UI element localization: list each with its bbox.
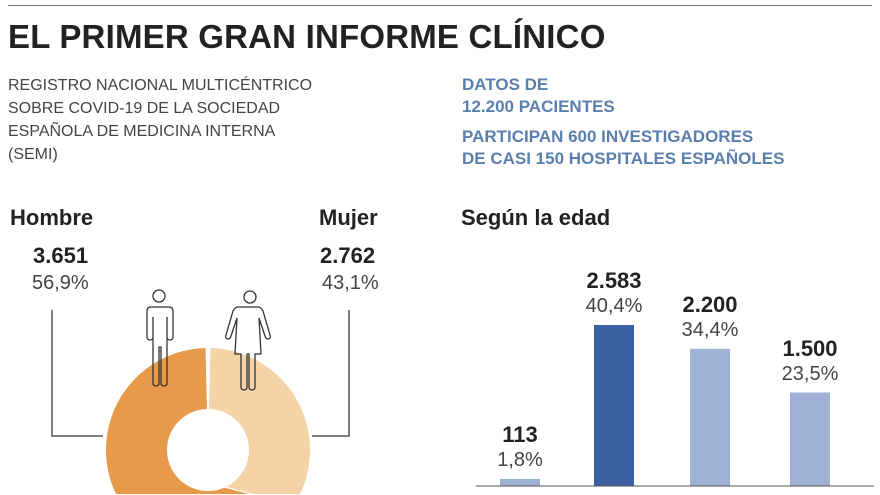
info-line: DATOS DE <box>462 75 549 94</box>
subtitle-line: REGISTRO NACIONAL MULTICÉNTRICO <box>8 77 313 94</box>
bar-value-label: 2.200 <box>682 291 738 317</box>
bar-0 <box>500 478 540 486</box>
info-line: PARTICIPAN 600 INVESTIGADORES <box>462 127 754 146</box>
subtitle-line: SOBRE COVID-19 DE LA SOCIEDAD <box>8 100 281 117</box>
subtitle-line: ESPAÑOLA DE MEDICINA INTERNA <box>8 123 276 140</box>
top-rule <box>8 5 872 6</box>
donut-slice-hombre <box>106 348 249 494</box>
female-percent: 43,1% <box>322 272 379 294</box>
donut-chart <box>106 348 310 494</box>
subtitle: REGISTRO NACIONAL MULTICÉNTRICO SOBRE CO… <box>8 74 428 166</box>
bar-value-label: 113 <box>502 421 538 447</box>
info-line: 12.200 PACIENTES <box>462 97 615 116</box>
page-title: EL PRIMER GRAN INFORME CLÍNICO <box>8 18 606 55</box>
bar-value-label: 2.583 <box>586 268 642 293</box>
male-percent: 56,9% <box>32 272 89 294</box>
bar-1 <box>594 325 634 486</box>
patients-info: DATOS DE 12.200 PACIENTES <box>462 74 615 118</box>
bar-chart-title: Según la edad <box>461 205 611 230</box>
female-leader-line <box>312 310 350 437</box>
woman-icon <box>225 290 271 391</box>
female-value: 2.762 <box>320 243 376 268</box>
bar-value-label: 1.500 <box>782 335 838 361</box>
donut-slice-mujer <box>209 348 310 494</box>
bar-percent-label: 1,8% <box>497 448 543 471</box>
male-value: 3.651 <box>33 243 89 268</box>
bar-percent-label: 34,4% <box>681 318 739 341</box>
male-leader-line <box>51 310 103 437</box>
info-line: DE CASI 150 HOSPITALES ESPAÑOLES <box>462 149 785 168</box>
bar-2 <box>690 348 730 486</box>
bar-percent-label: 40,4% <box>585 295 643 317</box>
man-icon <box>146 289 174 387</box>
female-label: Mujer <box>319 205 378 230</box>
participants-info: PARTICIPAN 600 INVESTIGADORES DE CASI 15… <box>462 126 784 170</box>
bar-percent-label: 23,5% <box>781 362 839 385</box>
male-label: Hombre <box>10 205 94 230</box>
bar-3 <box>790 392 830 486</box>
subtitle-line: (SEMI) <box>8 146 58 163</box>
bar-chart <box>500 325 830 486</box>
